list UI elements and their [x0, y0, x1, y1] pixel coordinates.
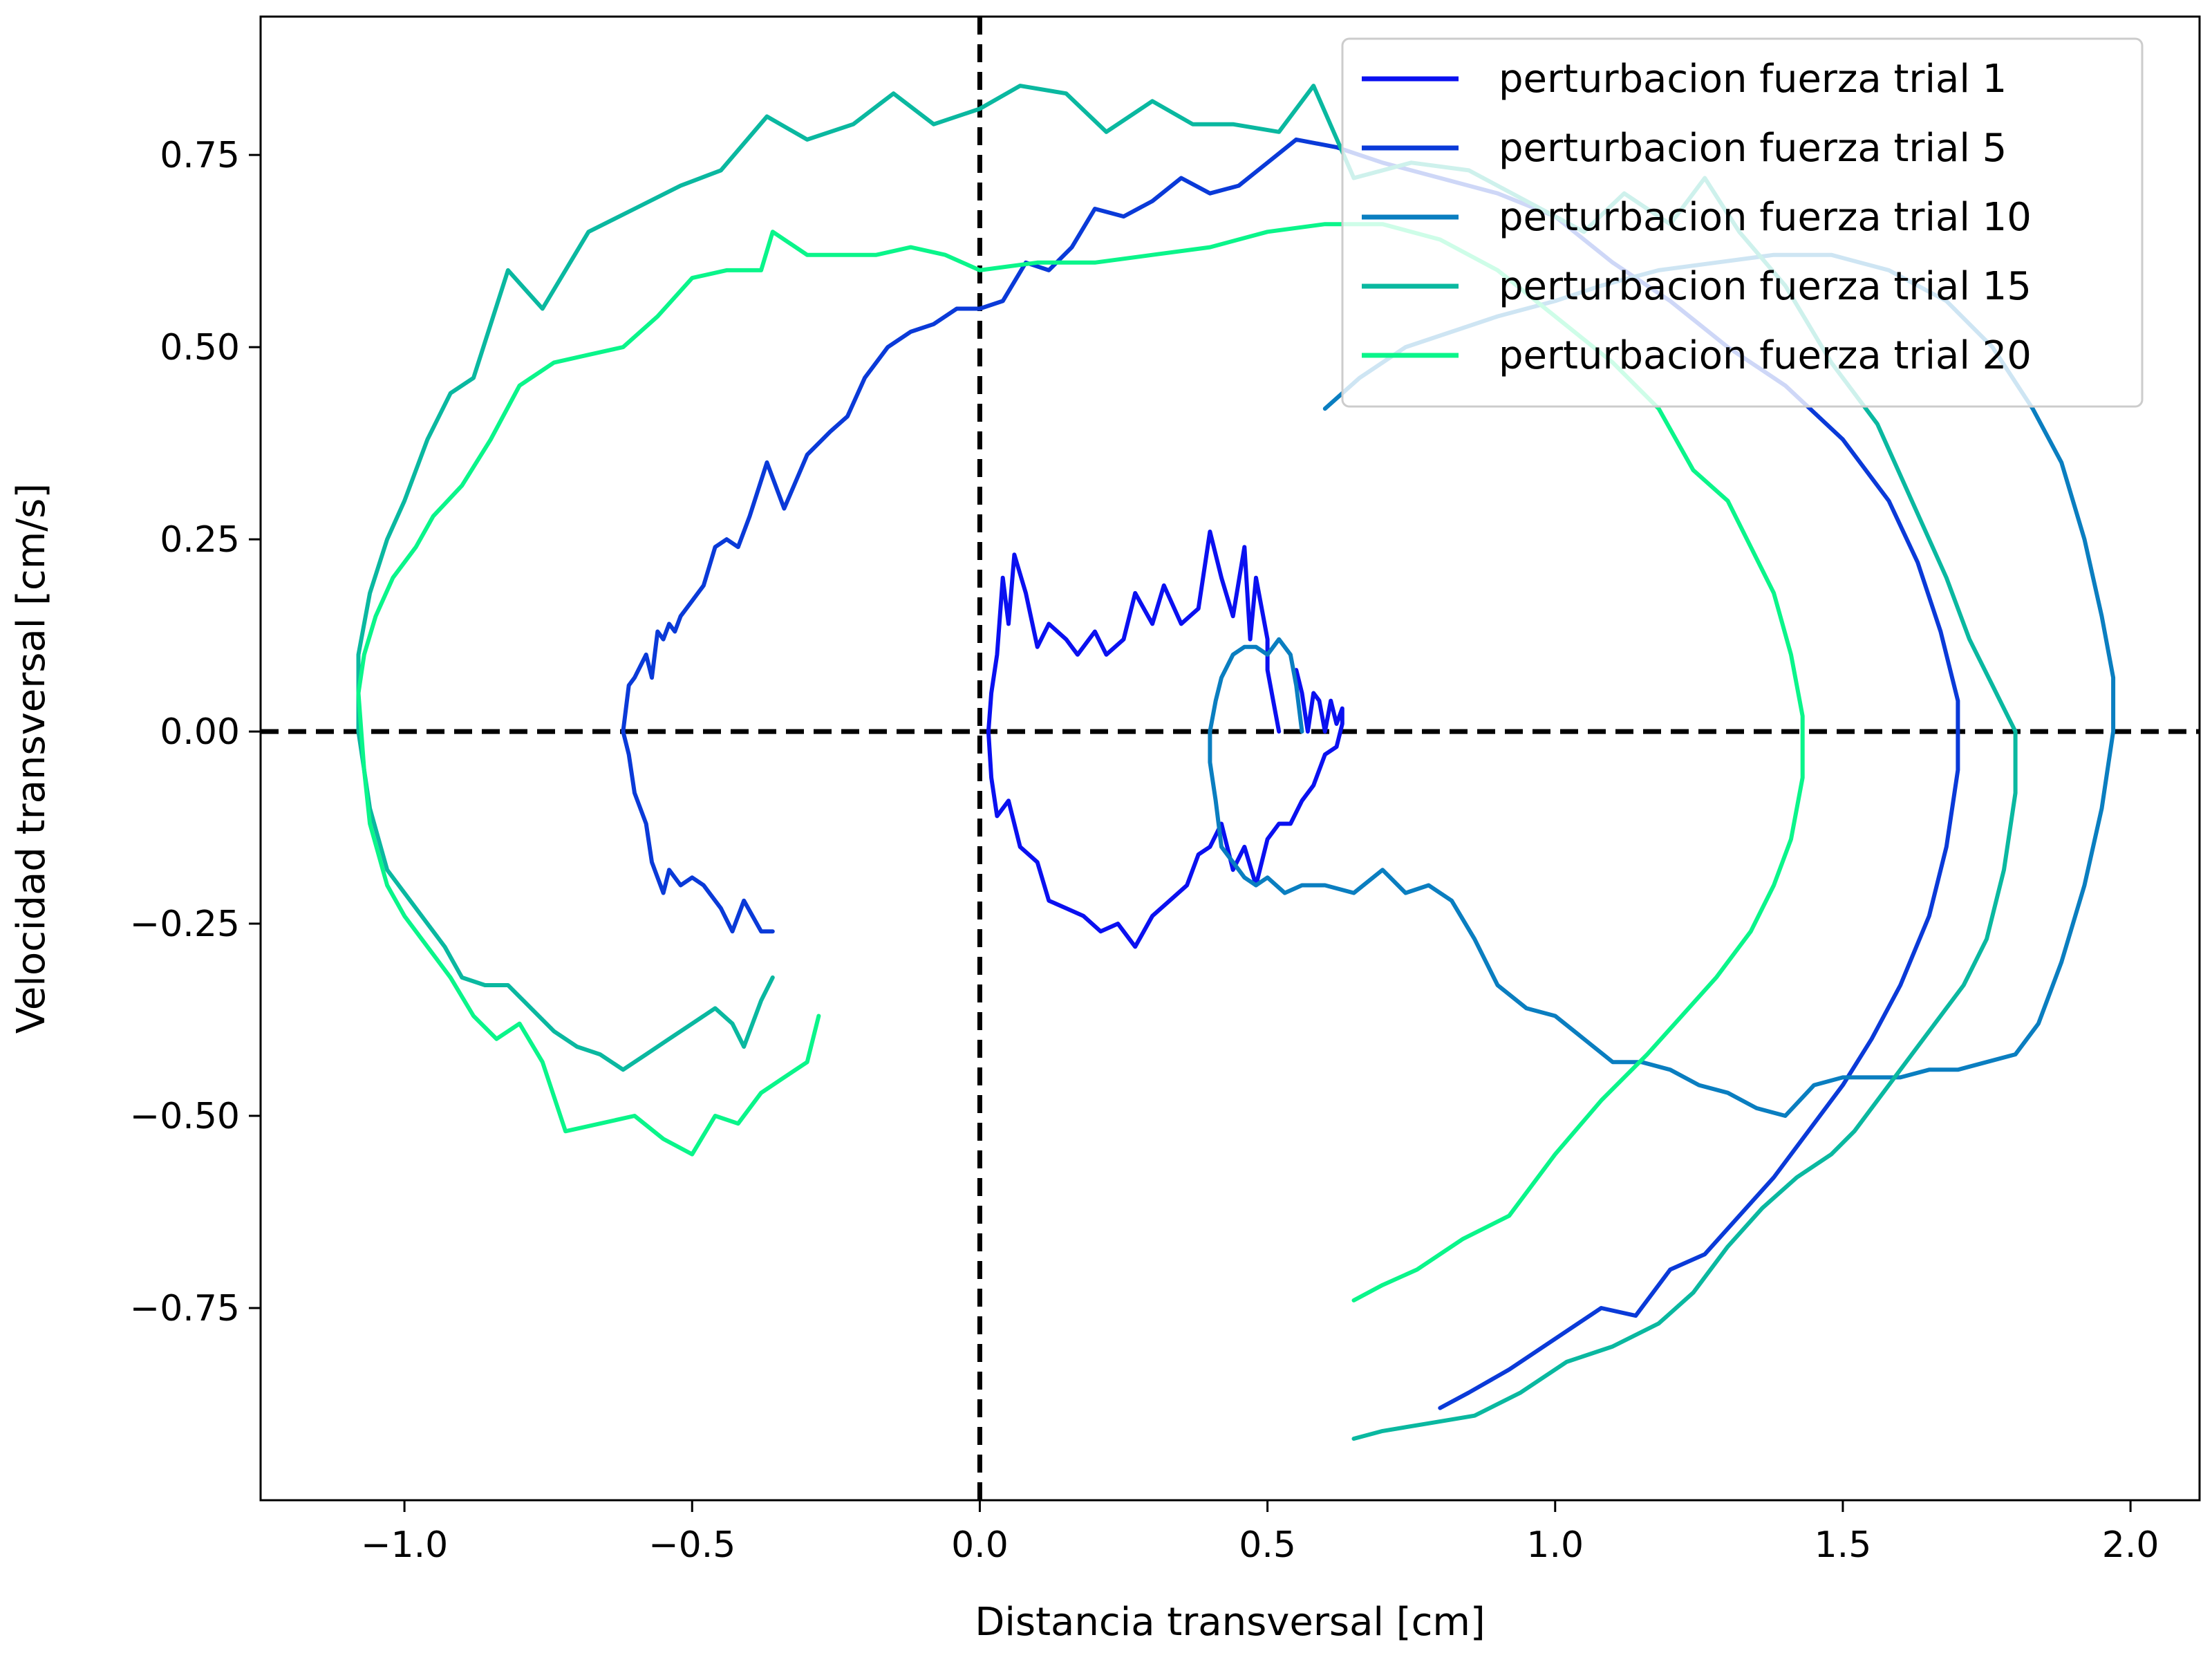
x-tick-label: −1.0 — [361, 1524, 448, 1566]
series-line-trial-2 — [621, 137, 1960, 1410]
series-line-trial-1 — [986, 530, 1344, 949]
legend-label: perturbacion fuerza trial 5 — [1499, 126, 2007, 171]
legend-label: perturbacion fuerza trial 20 — [1499, 333, 2032, 378]
y-tick-label: −0.75 — [130, 1288, 240, 1329]
y-tick-label: −0.25 — [130, 904, 240, 945]
y-tick-label: 0.50 — [160, 327, 240, 368]
y-tick-label: −0.50 — [130, 1096, 240, 1137]
legend-label: perturbacion fuerza trial 15 — [1499, 264, 2032, 309]
legend-label: perturbacion fuerza trial 1 — [1499, 57, 2007, 102]
x-axis-label: Distancia transversal [cm] — [975, 1600, 1485, 1645]
y-axis-label: Velocidad transversal [cm/s] — [9, 483, 54, 1034]
legend: perturbacion fuerza trial 1 perturbacion … — [1341, 37, 2144, 408]
plot-frame — [259, 15, 2201, 1502]
series-line-trial-4 — [356, 84, 2018, 1441]
series-line-trial-5 — [356, 222, 1805, 1302]
x-tick-label: 0.0 — [951, 1524, 1009, 1566]
x-tick-label: 0.5 — [1239, 1524, 1296, 1566]
x-tick-label: 1.0 — [1526, 1524, 1584, 1566]
y-tick-label: 0.00 — [160, 711, 240, 753]
y-tick-label: 0.75 — [160, 135, 240, 176]
x-tick-label: −0.5 — [648, 1524, 735, 1566]
x-tick-label: 2.0 — [2102, 1524, 2159, 1566]
x-tick-label: 1.5 — [1815, 1524, 1872, 1566]
legend-box — [1341, 37, 2144, 408]
y-tick-label: 0.25 — [160, 519, 240, 561]
legend-label: perturbacion fuerza trial 10 — [1499, 195, 2032, 240]
